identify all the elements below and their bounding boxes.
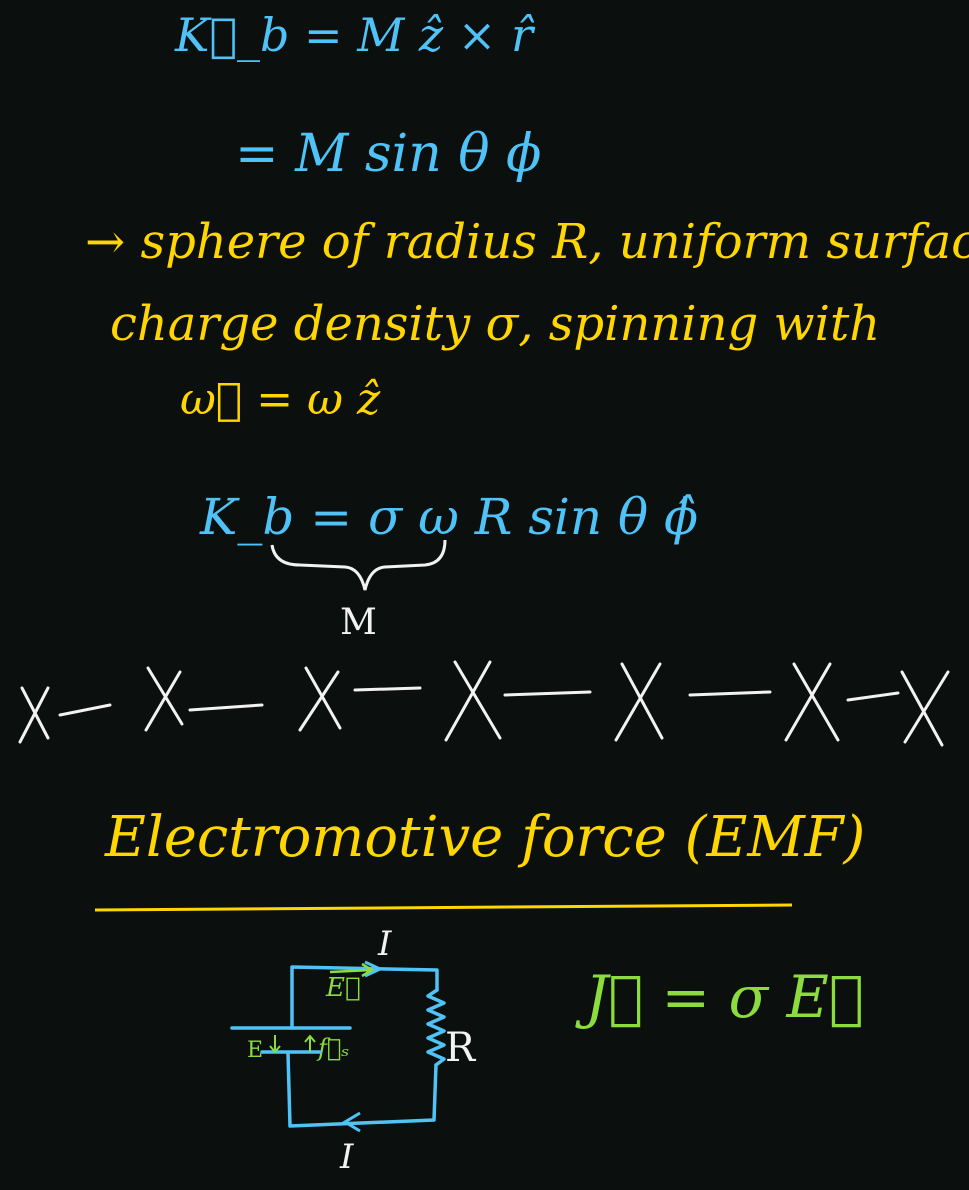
separator-cross (614, 662, 664, 742)
kb-result: K_b = σ ω R sin θ ϕ̂ (200, 488, 699, 546)
field-arrow (329, 962, 375, 978)
circuit-wire-top (290, 965, 439, 1030)
current-label-bottom: I (340, 1137, 354, 1177)
separator-dash (688, 690, 772, 697)
resistor-label: R (445, 1025, 476, 1071)
separator-dash (846, 691, 900, 702)
resistor-symbol (426, 988, 446, 1067)
separator-dash (503, 690, 592, 697)
current-label-top: I (378, 924, 392, 964)
separator-cross (900, 670, 950, 747)
separator-cross (298, 666, 342, 732)
section-title: Electromotive force (EMF) (105, 805, 866, 870)
underbrace (270, 539, 447, 591)
separator-cross (18, 686, 50, 744)
circuit-wire-bottom (286, 1051, 438, 1128)
separator-dash (58, 703, 112, 717)
source-force-label: f⃗ₛ (318, 1034, 350, 1062)
circuit-diagram (230, 965, 446, 1128)
down-arrow-icon (269, 1035, 281, 1054)
brace-label-m: M (340, 602, 377, 643)
current-arrow-bottom (342, 1111, 361, 1133)
bound-surface-current-formula: K⃗_b = M ẑ × r̂ (175, 8, 533, 62)
separator-dash (353, 686, 422, 692)
title-underline (94, 903, 793, 912)
ohms-law-equation: J⃗ = σ E⃗ (585, 963, 864, 1031)
battery-label: E (247, 1038, 264, 1063)
separator-cross (144, 666, 184, 732)
sphere-problem-statement: → sphere of radius R, uniform surface (85, 214, 969, 270)
bound-current-sin-theta: = M sin θ ϕ (235, 124, 542, 184)
separator-row (18, 660, 950, 747)
angular-velocity: ω⃗ = ω ẑ (180, 374, 381, 425)
field-vector-label: E⃗ (326, 973, 361, 1003)
separator-cross (444, 660, 502, 742)
separator-cross (784, 662, 840, 742)
current-arrow-top (364, 960, 384, 978)
up-arrow-icon (304, 1034, 316, 1052)
sphere-problem-statement-cont: charge density σ, spinning with (110, 296, 881, 352)
separator-dash (188, 703, 264, 712)
